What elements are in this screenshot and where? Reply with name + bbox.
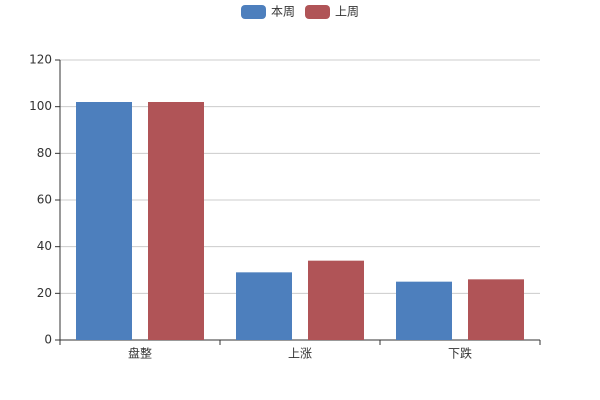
y-tick-label: 20 — [37, 286, 52, 300]
legend-label[interactable]: 上周 — [335, 5, 359, 19]
y-tick-label: 60 — [37, 193, 52, 207]
bar — [76, 102, 132, 340]
x-tick-label: 上涨 — [288, 346, 312, 361]
y-tick-label: 100 — [29, 99, 52, 113]
bar — [148, 102, 204, 340]
y-tick-label: 40 — [37, 239, 52, 253]
bar — [468, 279, 524, 340]
x-tick-label: 下跌 — [448, 346, 472, 361]
bar — [396, 281, 452, 340]
y-tick-label: 120 — [29, 53, 52, 67]
legend-label[interactable]: 本周 — [271, 5, 295, 19]
x-tick-label: 盘整 — [128, 346, 152, 361]
y-tick-label: 80 — [37, 146, 52, 160]
legend-icon[interactable] — [241, 5, 266, 19]
legend-icon[interactable] — [305, 5, 330, 19]
y-tick-label: 0 — [44, 333, 52, 347]
bar — [236, 272, 292, 340]
bar — [308, 260, 364, 340]
